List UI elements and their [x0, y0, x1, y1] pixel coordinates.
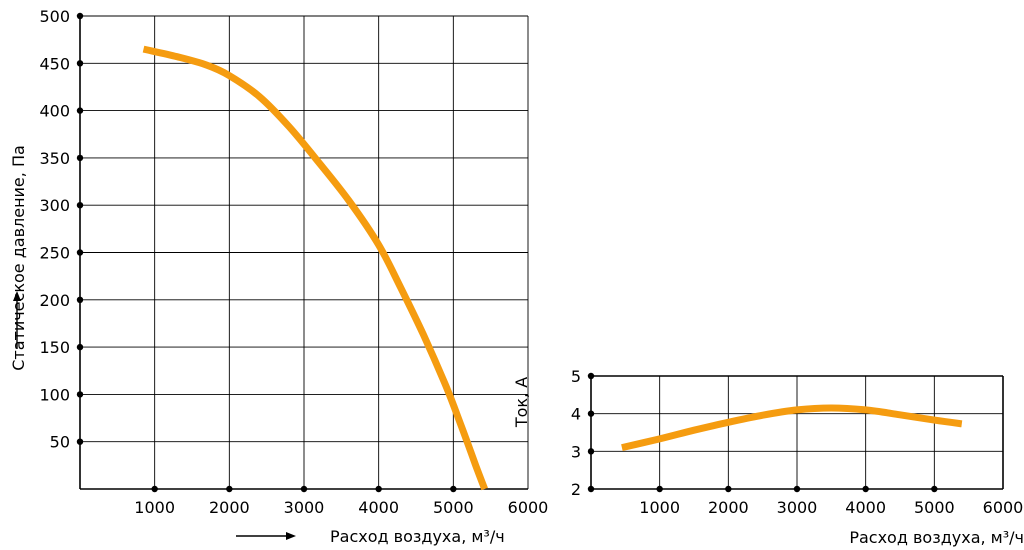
current-y-tick-label: 5: [571, 367, 581, 386]
pressure-y-tick-label: 450: [39, 54, 70, 73]
current-x-tick-dot: [656, 485, 663, 493]
pressure-x-tick-label: 5000: [433, 498, 474, 517]
current-x-tick-label: 6000: [983, 498, 1024, 517]
pressure-x-tick-dot: [151, 485, 158, 493]
pressure-y-tick-label: 200: [39, 291, 70, 310]
pressure-y-tick-dot: [76, 202, 84, 209]
pressure-x-tick-label: 4000: [358, 498, 399, 517]
pressure-x-tick-label: 3000: [284, 498, 325, 517]
pressure-y-tick-dot: [76, 296, 84, 303]
current-x-tick-label: 2000: [708, 498, 749, 517]
pressure-y-tick-dot: [76, 12, 84, 20]
current-y-tick-dot: [587, 448, 595, 455]
pressure-y-tick-label: 150: [39, 338, 70, 357]
current-series-line: [621, 404, 963, 452]
current-y-tick-dot: [587, 410, 595, 417]
pressure-y-tick-dot: [76, 154, 84, 162]
x-direction-arrow-icon: [236, 532, 296, 540]
pressure-series-line: [142, 45, 488, 491]
pressure-y-tick-dot: [76, 391, 84, 398]
current-y-tick-label: 2: [571, 480, 581, 499]
pressure-y-tick-label: 500: [39, 7, 70, 26]
y-direction-arrow-icon: [13, 291, 21, 349]
current-y-tick-label: 3: [571, 442, 581, 461]
pressure-y-tick-label: 100: [39, 385, 70, 404]
pressure-x-tick-dot: [226, 485, 233, 493]
current-y-tick-dot: [587, 485, 595, 493]
pressure-y-tick-label: 250: [39, 244, 70, 263]
current-ylabel: Ток, А: [512, 377, 531, 428]
current-xlabel: Расход воздуха, м³/ч: [849, 528, 1024, 547]
pressure-x-tick-label: 1000: [134, 498, 175, 517]
pressure-x-tick-dot: [375, 485, 382, 493]
pressure-y-tick-dot: [76, 107, 84, 114]
current-x-tick-label: 4000: [845, 498, 886, 517]
current-chart: 2 3 4 5 1000 2000 3000 4000 5000 6000: [571, 367, 1024, 517]
pressure-y-tick-label: 400: [39, 102, 70, 121]
pressure-xlabel: Расход воздуха, м³/ч: [330, 527, 505, 546]
pressure-y-tick-dot: [76, 249, 84, 256]
pressure-y-tick-label: 50: [50, 433, 70, 452]
current-y-tick-label: 4: [571, 405, 581, 424]
current-x-tick-dot: [862, 485, 869, 493]
pressure-x-tick-dot: [450, 485, 457, 493]
current-x-tick-dot: [725, 485, 732, 493]
current-x-tick-label: 5000: [914, 498, 955, 517]
current-y-tick-dot: [587, 372, 595, 380]
pressure-x-tick-dot: [300, 485, 308, 493]
pressure-y-tick-label: 300: [39, 196, 70, 215]
pressure-y-tick-dot: [76, 438, 84, 445]
pressure-x-tick-label: 6000: [508, 498, 549, 517]
current-x-tick-label: 1000: [639, 498, 680, 517]
pressure-chart: 50 100 150 200 250 300 350 400 450 500 1000 2000 300…: [39, 7, 548, 517]
current-x-tick-dot: [931, 485, 938, 493]
pressure-y-tick-dot: [76, 343, 84, 351]
pressure-y-tick-label: 350: [39, 149, 70, 168]
pressure-x-tick-label: 2000: [209, 498, 250, 517]
current-x-tick-dot: [793, 485, 801, 493]
pressure-ylabel: Статическое давление, Па: [9, 145, 28, 371]
current-x-tick-label: 3000: [777, 498, 818, 517]
pressure-y-tick-dot: [76, 60, 84, 67]
